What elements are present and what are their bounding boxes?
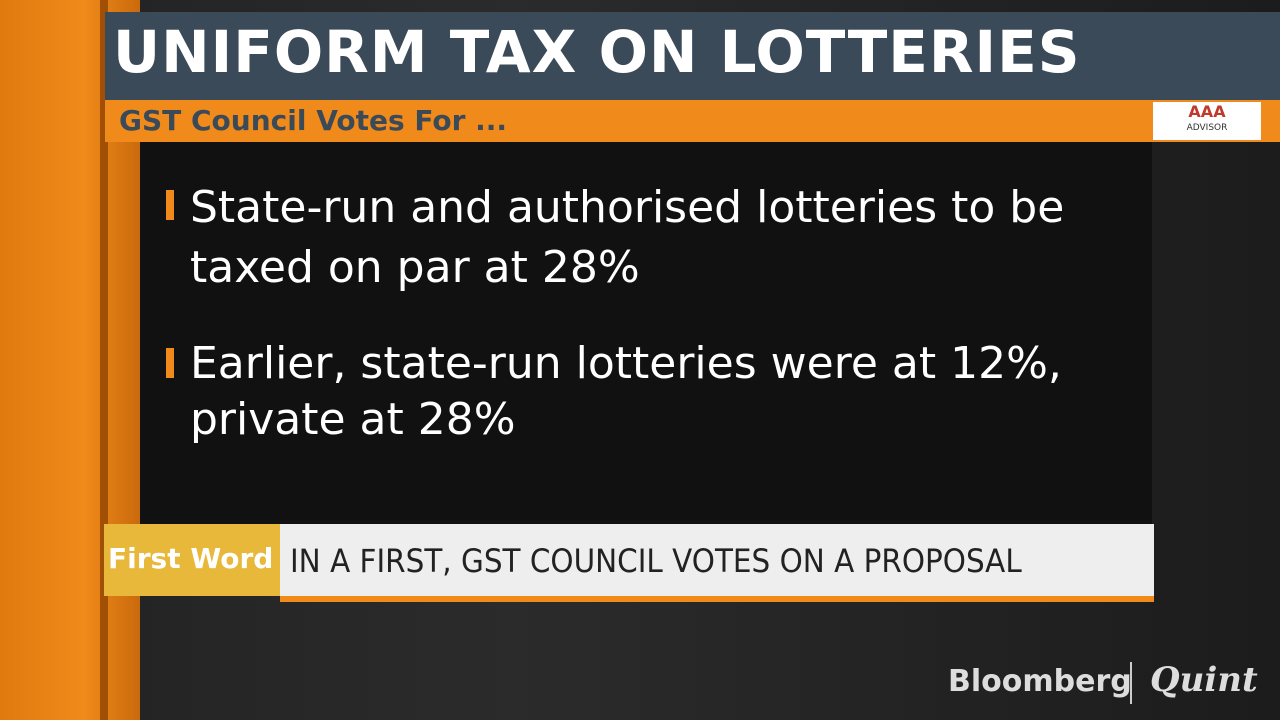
bullet-text: Earlier, state-run lotteries were at 12%… [190,338,1062,445]
orange-edge [100,0,108,720]
brand-divider [1130,662,1132,704]
logo-text: AAA [1188,102,1226,121]
bullet-marker [166,348,174,378]
ticker-tag-box: First Word [104,524,280,596]
brand-right: Quint [1150,660,1258,700]
bullet-marker [166,190,174,220]
brand-left: Bloomberg [948,664,1132,699]
logo: AAA ADVISOR [1153,102,1261,140]
title-band: UNIFORM TAX ON LOTTERIES [105,12,1280,100]
ticker-box: IN A FIRST, GST COUNCIL VOTES ON A PROPO… [280,524,1154,602]
content-panel: State-run and authorised lotteries to be… [140,142,1152,562]
ticker-tag: First Word [108,542,274,575]
subtitle: GST Council Votes For ... [119,104,508,137]
ticker-text: IN A FIRST, GST COUNCIL VOTES ON A PROPO… [290,542,1022,580]
subtitle-band: GST Council Votes For ... AAA ADVISOR [105,100,1280,142]
logo-subtext: ADVISOR [1186,123,1228,133]
bullet-text: State-run and authorised lotteries to be… [190,182,1065,293]
title: UNIFORM TAX ON LOTTERIES [113,18,1081,86]
